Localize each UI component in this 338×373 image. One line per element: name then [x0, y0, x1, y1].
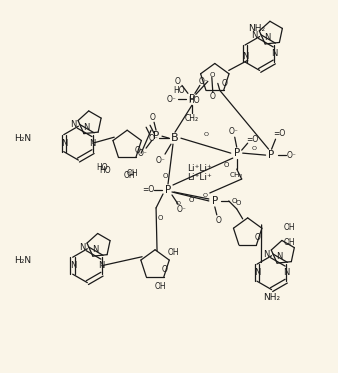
Text: O: O — [175, 201, 180, 206]
Text: N: N — [92, 245, 98, 254]
Text: O: O — [224, 162, 230, 168]
Text: HO: HO — [96, 163, 108, 172]
Text: H₂N: H₂N — [14, 256, 31, 265]
Text: O: O — [222, 79, 228, 88]
Text: N: N — [264, 33, 271, 42]
Text: N: N — [263, 250, 270, 259]
Text: =O: =O — [273, 129, 286, 138]
Text: P: P — [153, 131, 159, 141]
Text: NH₂: NH₂ — [263, 293, 280, 302]
Text: O: O — [175, 77, 181, 86]
Text: NH₂: NH₂ — [248, 24, 265, 33]
Text: O: O — [209, 72, 215, 78]
Text: O⁻: O⁻ — [177, 206, 187, 214]
Text: O: O — [149, 113, 155, 122]
Text: O⁻: O⁻ — [229, 127, 239, 136]
Text: OH: OH — [126, 169, 138, 178]
Text: N: N — [79, 243, 86, 252]
Text: O: O — [188, 197, 194, 203]
Text: O: O — [134, 145, 140, 155]
Text: O: O — [162, 173, 168, 179]
Text: P: P — [234, 148, 240, 158]
Text: N: N — [254, 268, 260, 277]
Text: =O: =O — [246, 135, 259, 144]
Text: OH: OH — [284, 238, 295, 247]
Text: O: O — [255, 233, 261, 242]
Text: O: O — [232, 198, 237, 204]
Text: N: N — [70, 261, 76, 270]
Text: O⁻: O⁻ — [287, 151, 296, 160]
Text: P: P — [212, 196, 218, 206]
Text: O: O — [202, 194, 207, 198]
Text: N: N — [99, 261, 105, 270]
Text: N: N — [70, 120, 77, 129]
Text: N: N — [283, 268, 289, 277]
Text: O⁻: O⁻ — [167, 95, 177, 104]
Text: N: N — [276, 252, 283, 261]
Text: P: P — [165, 185, 171, 195]
Text: N: N — [242, 52, 248, 61]
Text: O⁻: O⁻ — [199, 77, 209, 86]
Text: O: O — [162, 265, 168, 274]
Text: HO: HO — [173, 86, 185, 95]
Text: O⁻: O⁻ — [156, 156, 166, 164]
Text: P: P — [189, 94, 195, 104]
Text: CH₂: CH₂ — [230, 172, 243, 178]
Text: HO: HO — [188, 96, 200, 105]
Text: N: N — [251, 31, 258, 40]
Text: B: B — [171, 133, 179, 143]
Text: O: O — [216, 216, 222, 225]
Text: Li⁺Li⁺: Li⁺Li⁺ — [188, 164, 212, 173]
Text: H₂N: H₂N — [14, 134, 31, 143]
Text: N: N — [61, 139, 67, 148]
Text: O⁻: O⁻ — [148, 134, 158, 143]
Text: O: O — [236, 200, 241, 206]
Text: OH: OH — [123, 170, 135, 179]
Text: O: O — [158, 215, 163, 221]
Text: O: O — [251, 145, 256, 151]
Text: P: P — [268, 150, 275, 160]
Text: N: N — [90, 139, 96, 148]
Text: Li⁺Li⁺: Li⁺Li⁺ — [188, 173, 212, 182]
Text: O: O — [203, 132, 208, 137]
Text: HO: HO — [99, 166, 111, 175]
Text: N: N — [83, 123, 90, 132]
Text: O: O — [210, 92, 216, 101]
Text: OH: OH — [284, 223, 295, 232]
Text: =O: =O — [142, 185, 154, 194]
Text: N: N — [271, 49, 277, 58]
Text: OH: OH — [167, 248, 179, 257]
Text: OH: OH — [154, 282, 166, 291]
Text: CH₂: CH₂ — [185, 114, 199, 123]
Text: O⁻: O⁻ — [137, 148, 147, 158]
